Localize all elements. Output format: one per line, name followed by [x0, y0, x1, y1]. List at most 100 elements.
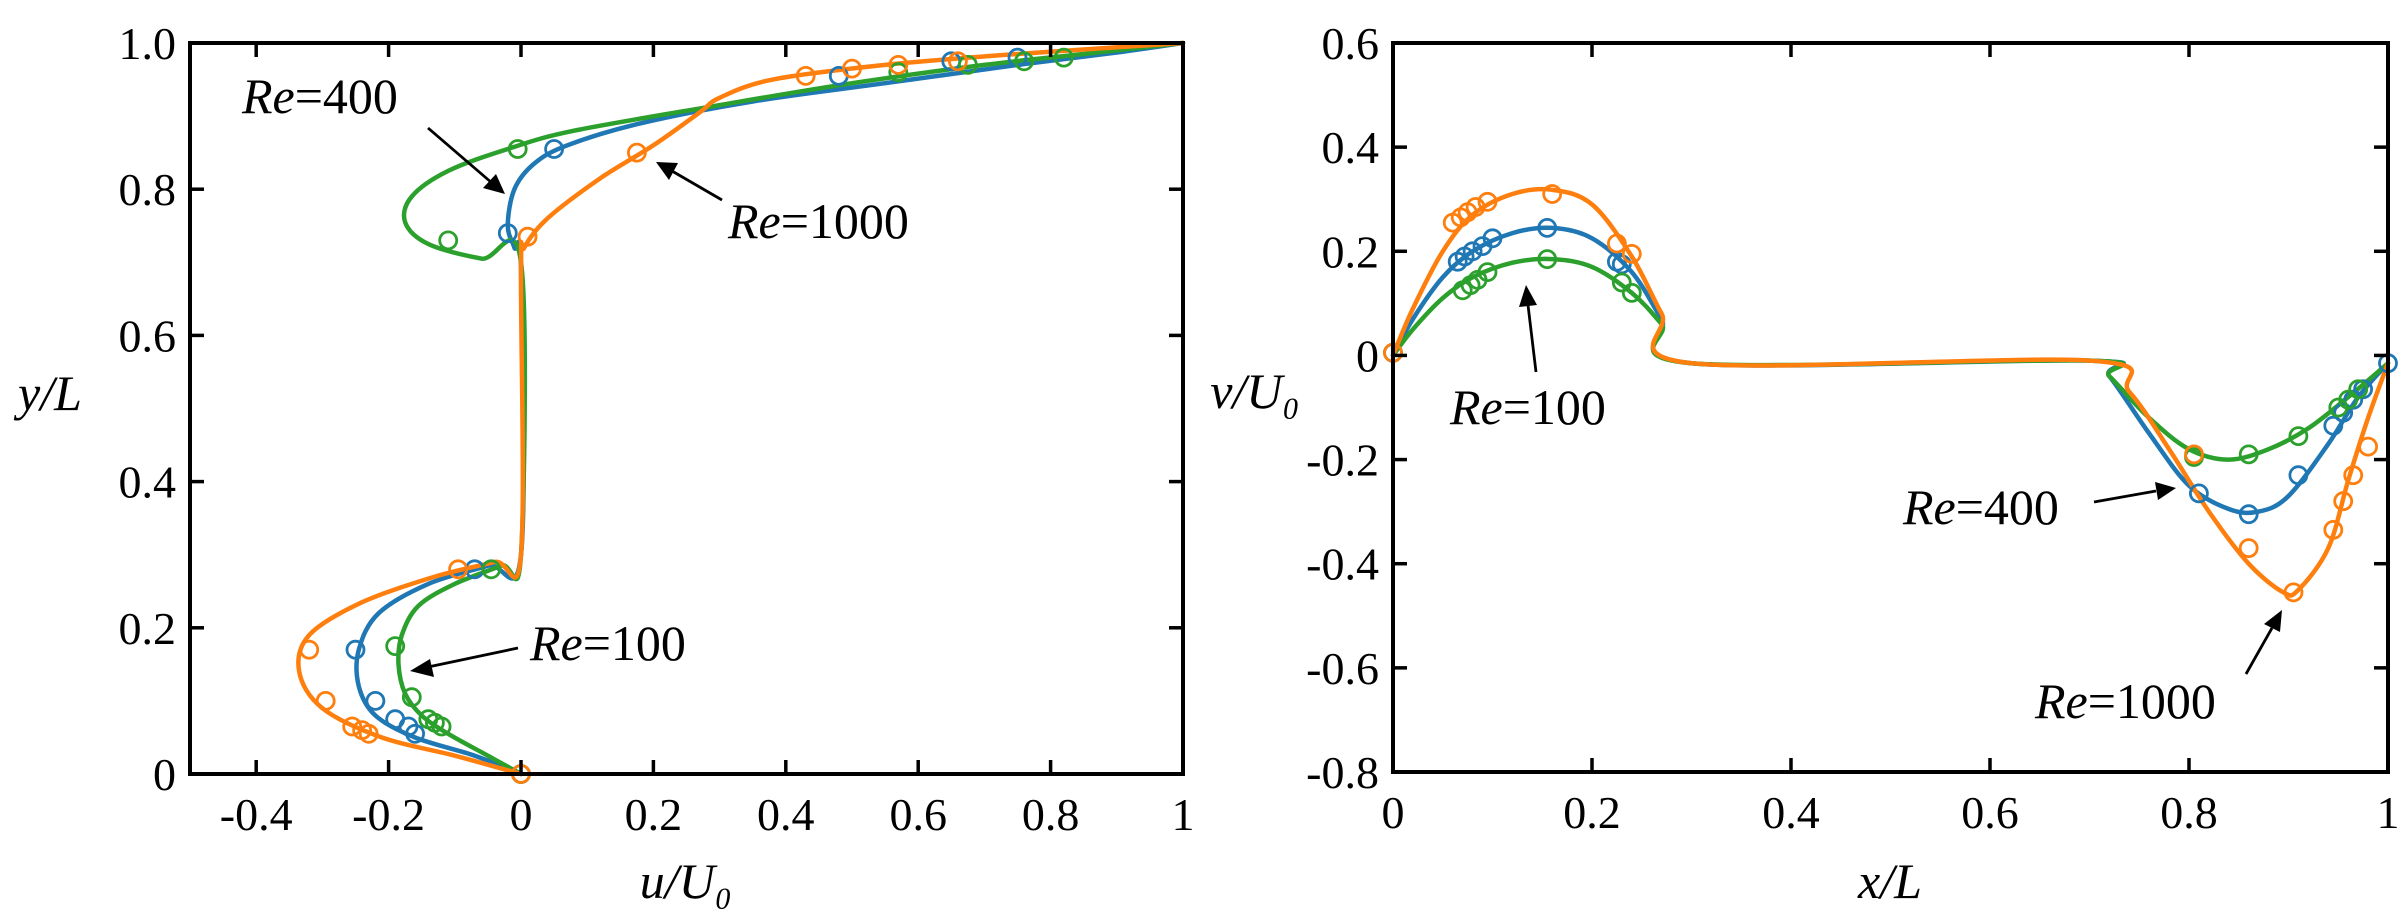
left-series-re1000-marker [448, 559, 469, 580]
left-x-tick-label: 0.6 [889, 789, 947, 840]
right-x-tick-label: 0.4 [1762, 787, 1820, 838]
right-series-re1000-marker [2323, 520, 2344, 540]
left-x-tick-label: 1 [1172, 789, 1195, 840]
left-annotation-re1000-it: Re [727, 193, 781, 249]
right-arrowhead-re400 [2155, 482, 2176, 500]
right-annotation-re400: Re=400 [1902, 479, 2059, 535]
left-annotation-re400-rest: =400 [295, 68, 398, 124]
right-series-re1000-marker [2333, 491, 2354, 512]
left-y-tick-label: 1.0 [119, 18, 177, 69]
left-curves [296, 40, 1186, 777]
left-plot-frame [188, 41, 1185, 776]
right-y-tick-label: -0.2 [1306, 435, 1379, 486]
right-series-re1000-marker [2238, 538, 2259, 558]
right-series-re100-marker [2348, 379, 2369, 400]
left-series-re100-line [396, 40, 1186, 777]
left-x-tick-label: 0.2 [625, 789, 683, 840]
left-annotation-re1000: Re=1000 [727, 193, 909, 249]
left-series-re1000-marker [299, 639, 320, 660]
left-series-re400-line [354, 40, 1186, 777]
left-arrowhead-re1000 [656, 162, 678, 180]
left-series-re1000-marker [627, 142, 647, 163]
panel-u-profile: -0.4 -0.2 0 0.2 0.4 0.6 0.8 1 0 0.2 0.4 0.6 0.8 1.0 u… [13, 18, 1194, 909]
left-arrowhead-re400 [483, 174, 505, 194]
right-arrow-re400 [2093, 489, 2157, 504]
left-x-tick-label: -0.2 [352, 789, 425, 840]
right-x-tick-label: 0.8 [2160, 787, 2218, 838]
left-y-tick-label: 0.2 [119, 603, 177, 654]
right-y-tick-label: -0.8 [1306, 747, 1379, 798]
left-series-re100-marker [1014, 51, 1034, 72]
right-x-axis-label: x/L [1857, 853, 1922, 909]
right-annotation-re100-rest: =100 [1503, 379, 1606, 435]
right-series-re100-marker [2238, 444, 2259, 465]
panel-v-profile: 0 0.2 0.4 0.6 0.8 1 -0.8 -0.6 -0.4 -0.2 0 0.2 0.4 0.6… [1210, 18, 2399, 909]
left-series-re100-marker [385, 636, 406, 656]
right-annotation-re100: Re=100 [1449, 379, 1606, 435]
right-x-tick-label: 0 [1382, 787, 1405, 838]
left-series-re1000-marker [948, 51, 968, 72]
left-series-re400-marker [365, 691, 386, 711]
right-series-re400-line [1390, 225, 2391, 516]
right-annotation-re400-rest: =400 [1956, 479, 2059, 535]
right-y-tick-label: 0.6 [1322, 18, 1380, 69]
left-series-re100-marker [401, 687, 422, 708]
left-ticks: -0.4 -0.2 0 0.2 0.4 0.6 0.8 1 0 0.2 0.4 0.6 0.8 1.0 [119, 18, 1195, 840]
right-y-tick-label: 0.4 [1322, 122, 1380, 173]
right-x-tick-label: 0.6 [1961, 787, 2019, 838]
left-series-re100-marker [507, 139, 528, 159]
right-series-re400-marker [2188, 483, 2209, 504]
right-y-tick-label: -0.6 [1306, 643, 1379, 694]
right-series-re400-marker [1482, 228, 1503, 249]
right-y-tick-label: 0.2 [1322, 226, 1380, 277]
right-annotation-re1000: Re=1000 [2034, 673, 2216, 729]
left-x-axis-label: u/U₀ [640, 853, 732, 909]
left-arrow-re400 [427, 126, 493, 185]
left-series-re100-marker [418, 709, 439, 730]
left-annotation-re400-it: Re [241, 68, 295, 124]
left-series-re400-marker [385, 709, 406, 730]
right-series-re1000-marker [2358, 436, 2379, 457]
left-series-re100-marker [481, 559, 502, 580]
left-x-tick-label: 0.8 [1022, 789, 1080, 840]
left-y-tick-label: 0.4 [119, 457, 177, 508]
left-arrow-re1000 [671, 169, 723, 202]
left-series-re100-marker [888, 62, 909, 83]
left-series-re100-marker [438, 230, 459, 251]
right-series-re1000-marker [2343, 465, 2364, 486]
right-series-re1000-marker [1621, 243, 1642, 264]
left-series-re1000-marker [842, 58, 862, 79]
left-y-tick-label: 0 [153, 749, 176, 800]
left-series-re400-marker [544, 139, 564, 159]
left-x-tick-label: 0 [510, 789, 533, 840]
right-annotation-re1000-rest: =1000 [2088, 673, 2216, 729]
right-series-re1000-marker [1465, 197, 1486, 217]
right-series-re400-marker [2323, 415, 2344, 436]
right-series-re100-marker [2338, 389, 2359, 410]
right-y-axis-label: v/U₀ [1210, 363, 1300, 419]
right-plot-frame [1391, 41, 2390, 774]
left-series-re400-marker [497, 223, 518, 244]
right-series-re100-marker [1621, 282, 1642, 303]
right-series-re1000-marker [2283, 582, 2304, 603]
right-series-re1000-marker [1542, 184, 1563, 204]
left-series-re1000-line [296, 40, 1186, 777]
right-series-re1000-marker [1607, 233, 1627, 254]
left-x-tick-label: 0.4 [757, 789, 815, 840]
right-annotation-re100-it: Re [1449, 379, 1503, 435]
right-markers [1383, 184, 2398, 603]
left-arrow-re100 [427, 646, 519, 669]
right-x-tick-label: 1 [2377, 787, 2400, 838]
left-arrowhead-re100 [410, 659, 434, 677]
right-annotation-re400-it: Re [1902, 479, 1956, 535]
left-y-axis-label: y/L [13, 365, 82, 421]
right-y-tick-label: -0.4 [1306, 539, 1379, 590]
left-annotation-re100: Re=100 [529, 615, 686, 671]
right-series-re100-marker [2288, 426, 2309, 447]
left-y-tick-label: 0.6 [119, 310, 177, 361]
left-annotation-re100-rest: =100 [583, 615, 686, 671]
right-series-re1000-line [1390, 186, 2391, 598]
right-series-re400-marker [1462, 241, 1483, 262]
right-x-tick-label: 0.2 [1563, 787, 1621, 838]
